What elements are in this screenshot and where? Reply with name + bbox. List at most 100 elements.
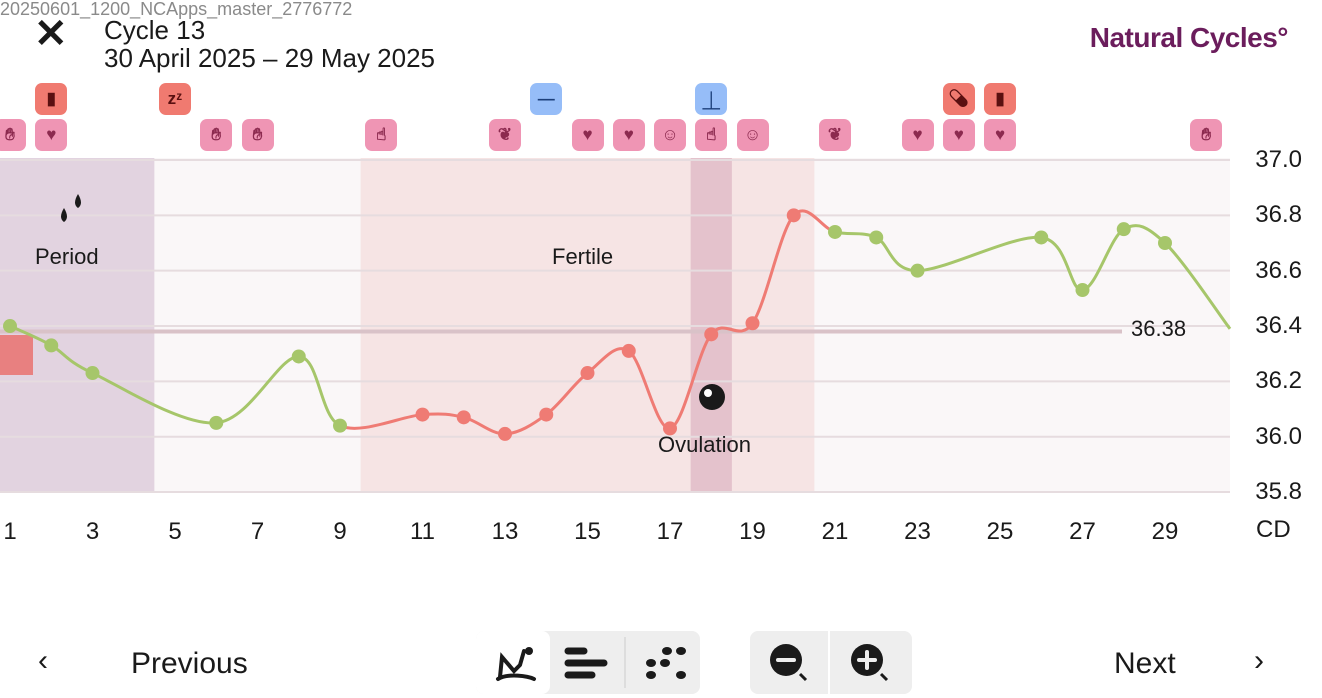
temperature-point [85,366,100,381]
temperature-point [1116,222,1131,237]
x-tick-label: 21 [821,518,849,545]
x-tick-label: 9 [333,518,347,545]
temperature-point [539,407,554,422]
x-tick-label: 23 [904,518,931,545]
y-tick-label: 36.0 [1255,422,1302,450]
next-button[interactable]: Next [1114,647,1176,680]
zoom-controls [750,631,912,694]
heart-lock-icon[interactable]: ♥ [571,119,604,151]
temperature-point [1034,230,1049,245]
x-tick-label: 17 [656,518,684,545]
x-tick-label: 11 [410,518,435,545]
y-tick-label: 36.6 [1255,256,1302,284]
temperature-point [869,230,884,245]
cycle-title: Cycle 13 [104,15,206,45]
temperature-point [1075,283,1090,298]
temperature-line-segment [751,214,795,325]
ovulation-egg-highlight [704,389,712,397]
previous-button[interactable]: Previous [131,647,248,680]
heart-icon[interactable]: ♥ [35,119,68,151]
glass-icon[interactable]: ▮ [35,83,68,115]
y-tick-label: 35.8 [1255,478,1302,506]
x-tick-label: 25 [986,518,1014,545]
lh-peak-icon[interactable]: ⏊ [695,83,728,115]
build-label: 20250601_1200_NCApps_master_2776772 [0,0,353,19]
sleep-icon[interactable]: zᶻ [159,83,191,115]
heart-lock-icon[interactable]: ♥ [612,119,645,151]
temperature-point [580,366,595,381]
x-tick-label: 5 [168,518,182,545]
temperature-point [415,407,430,422]
fertile-label: Fertile [552,244,614,269]
next-chevron-icon[interactable]: › [1254,644,1264,677]
tongue-icon[interactable]: ☺︎ [736,119,769,151]
x-axis-label: CD [1256,516,1291,543]
peach-icon[interactable]: ❦ [819,119,851,151]
x-tick-label: 13 [491,518,519,545]
hand-icon[interactable]: ✋︎ [241,119,274,151]
temperature-point [333,418,347,433]
y-tick-label: 36.2 [1255,367,1302,395]
period-label: Period [35,244,99,269]
finger-icon[interactable]: ☝︎ [365,119,398,151]
x-tick-label: 27 [1069,518,1096,545]
temperature-line-segment [216,354,300,425]
heart-icon[interactable]: ♥ [942,119,975,151]
temperature-point [663,421,677,436]
peach-icon[interactable]: ❦ [489,119,521,151]
cycle-date-range: 30 April 2025 – 29 May 2025 [104,43,436,73]
graph-view-button[interactable] [476,631,550,694]
x-tick-label: 7 [250,518,265,545]
x-tick-label: 19 [739,518,766,545]
graph-icon [496,646,536,681]
dots-view-button[interactable] [624,637,698,688]
temperature-point [3,319,17,334]
ovulation-label: Ovulation [658,432,751,457]
y-tick-label: 36.4 [1255,312,1302,340]
period-drops-icon [61,194,81,222]
close-icon[interactable]: ✕ [34,12,68,56]
zoom-out-button[interactable] [750,631,830,694]
hand-icon[interactable]: ✋︎ [1190,119,1223,151]
pill-icon[interactable]: 💊︎ [942,83,975,115]
temperature-point [786,208,801,223]
x-tick-label: 15 [574,518,601,545]
x-tick-label: 1 [3,518,17,545]
hand-icon[interactable]: ✋︎ [200,119,233,151]
temperature-line-segment [91,371,217,425]
test-negative-icon[interactable]: — [530,83,563,115]
zoom-in-button[interactable] [830,631,910,694]
zoom-in-icon [851,643,889,681]
coverline-label: 36.38 [1131,316,1187,341]
temperature-range-marker [0,335,33,375]
tongue-icon[interactable]: ☺︎ [654,119,686,151]
temperature-chart [0,158,1232,494]
temperature-point [745,316,760,331]
temperature-point [910,263,925,278]
ovulation-egg-icon [699,384,725,410]
hand-icon[interactable]: ✋︎ [0,119,26,151]
x-tick-label: 3 [85,518,100,545]
zoom-out-icon [770,643,808,681]
temperature-line-segment [1163,241,1232,330]
temperature-point [704,327,719,342]
temperature-point [498,426,512,441]
temperature-line-segment [917,235,1042,273]
period-band [0,158,155,492]
heart-icon[interactable]: ♥ [901,119,934,151]
view-switcher [476,631,700,694]
logo: Natural Cycles° [1089,22,1289,53]
glass-icon[interactable]: ▮ [984,83,1016,115]
heart-icon[interactable]: ♥ [984,119,1016,151]
list-view-button[interactable] [550,631,624,694]
y-tick-label: 36.8 [1255,201,1302,229]
list-icon [564,647,608,678]
temperature-point [828,224,842,239]
temperature-point [621,343,636,358]
temperature-point [209,415,224,430]
y-tick-label: 37.0 [1255,146,1302,173]
temperature-point [1158,236,1172,251]
finger-icon[interactable]: ☝︎ [695,119,728,151]
previous-chevron-icon[interactable]: ‹ [38,644,48,677]
temperature-point [456,410,471,425]
